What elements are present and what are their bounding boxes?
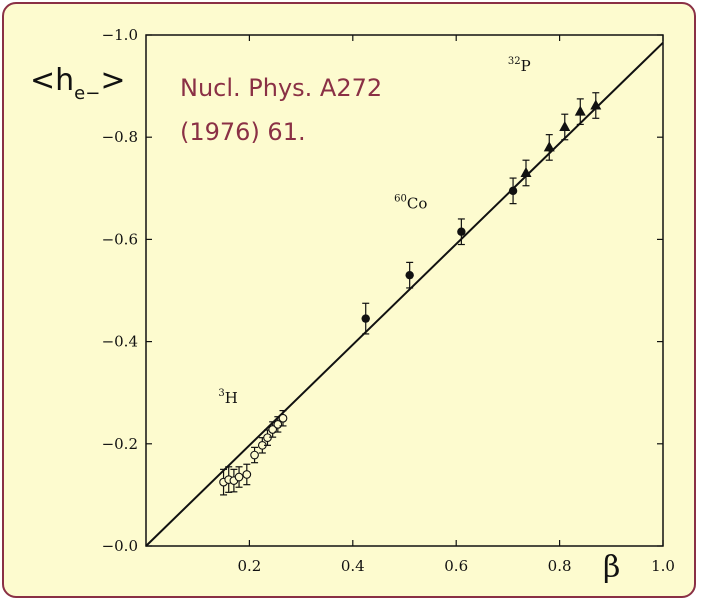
x-tick-label: 0.4 bbox=[341, 557, 365, 575]
open-point bbox=[234, 472, 244, 482]
y-tick-label: −0.6 bbox=[102, 230, 138, 248]
filled-point bbox=[405, 270, 414, 280]
y-tick-label: −0.4 bbox=[102, 333, 138, 351]
isotope-label: 60Co bbox=[394, 194, 427, 213]
data-points bbox=[219, 92, 602, 496]
y-axis-label-close: > bbox=[100, 63, 126, 98]
axes: 0.2 0.4 0.6 0.8 1.0 −0.0 −0.2 −0.4 −0.6 −0.8 −1.0 bbox=[102, 26, 675, 575]
open-point bbox=[250, 450, 259, 460]
triangle-point bbox=[520, 166, 532, 177]
x-tick-label: 1.0 bbox=[651, 557, 675, 575]
triangle-point bbox=[590, 99, 602, 110]
isotope-label: 3H bbox=[218, 388, 237, 407]
y-tick-label: −1.0 bbox=[102, 26, 138, 44]
triangle-point bbox=[574, 105, 586, 116]
y-axis-label-open: <h bbox=[30, 63, 75, 98]
y-tick-label: −0.0 bbox=[102, 537, 138, 555]
open-point bbox=[242, 470, 252, 479]
y-axis-label-subscript: e− bbox=[74, 83, 101, 104]
y-tick-label: −0.8 bbox=[102, 128, 138, 146]
triangle-point bbox=[559, 120, 571, 131]
filled-point bbox=[508, 186, 518, 196]
isotope-label: 32P bbox=[508, 56, 531, 75]
x-tick-label: 0.6 bbox=[444, 557, 468, 575]
x-axis-label: β bbox=[603, 550, 621, 585]
y-axis-label: <he−> bbox=[30, 63, 125, 104]
citation-text: Nucl. Phys. A272 (1976) 61. bbox=[180, 74, 383, 146]
open-point bbox=[268, 425, 278, 434]
x-tick-label: 0.8 bbox=[548, 557, 572, 575]
triangle-point bbox=[543, 141, 555, 152]
plot-area bbox=[145, 34, 664, 547]
filled-point bbox=[361, 314, 370, 323]
x-tick-label: 0.2 bbox=[237, 557, 261, 575]
filled-point bbox=[457, 227, 466, 236]
fit-line bbox=[145, 41, 664, 547]
y-tick-label: −0.2 bbox=[102, 435, 138, 453]
fit-line-group bbox=[145, 41, 664, 547]
open-point bbox=[278, 413, 288, 423]
isotope-labels: 3H 60Co 32P bbox=[218, 56, 530, 407]
